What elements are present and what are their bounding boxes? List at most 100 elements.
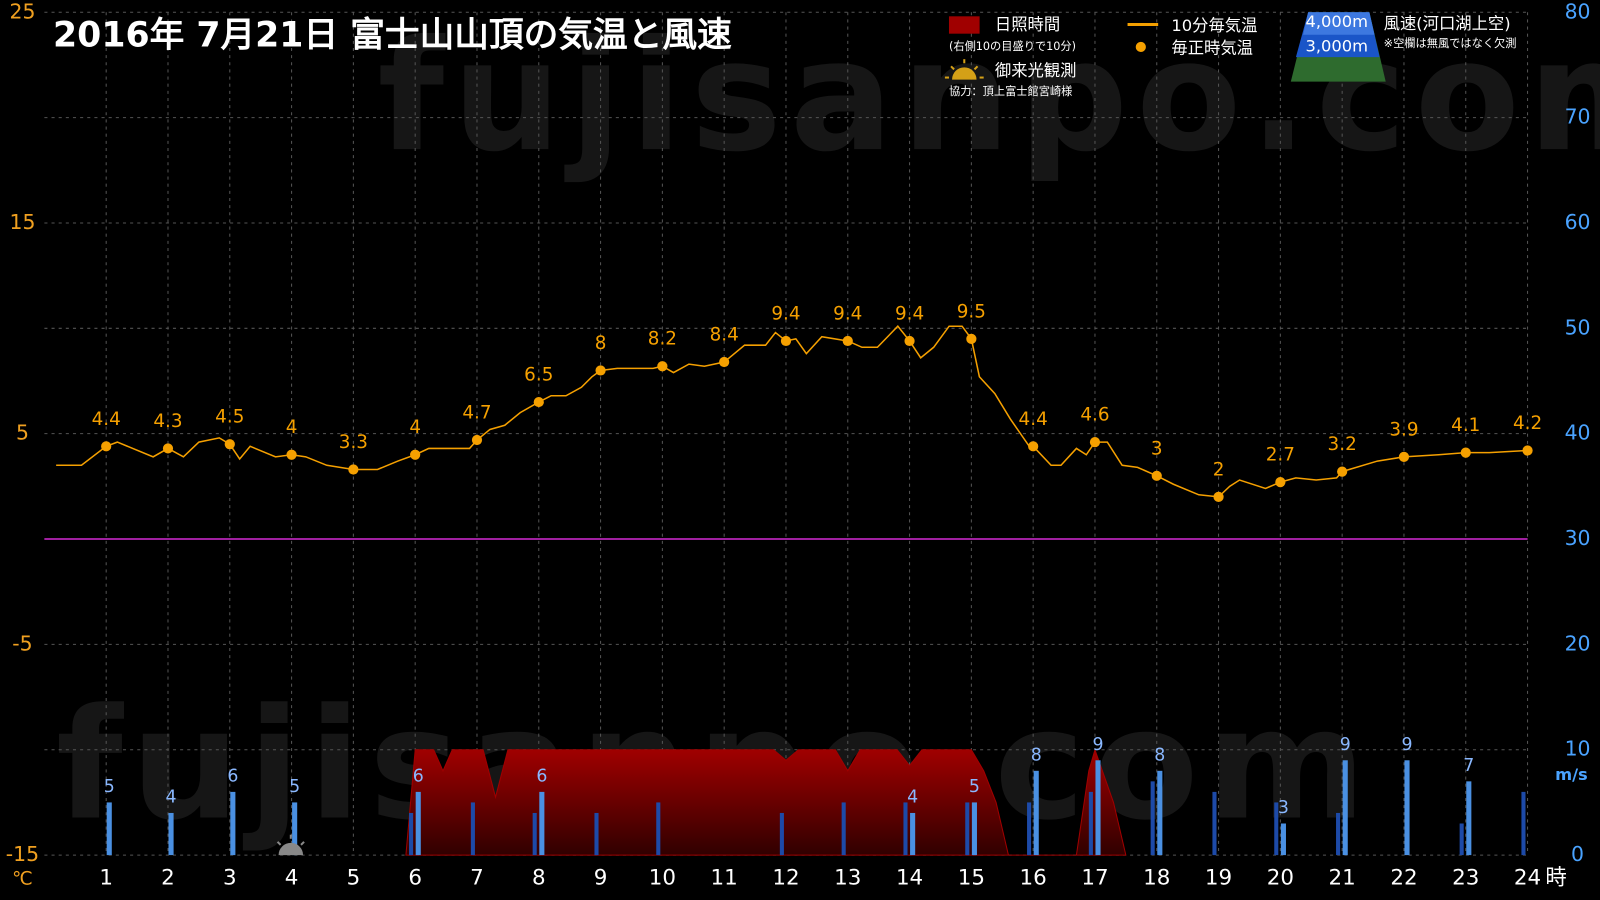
- x-tick-label: 14: [896, 866, 923, 891]
- wind-label: 5: [969, 777, 980, 797]
- x-tick-label: 16: [1020, 866, 1047, 891]
- y2-tick-label: 40: [1565, 421, 1591, 445]
- labels: 1 2 3 4 5 6 7 8 9 10 11 12 13 14 15 16 17 18 19 20 21 22 23 240…: [6, 0, 1591, 891]
- x-tick-label: 19: [1205, 866, 1232, 891]
- wind-bar: [230, 791, 236, 856]
- x-tick-label: 9: [594, 866, 608, 891]
- temperature-point: [162, 443, 174, 454]
- temperature-label: 4.7: [462, 402, 491, 423]
- x-tick-label: 22: [1390, 866, 1417, 891]
- temperature-label: 4: [286, 417, 298, 438]
- wind-bar: [292, 802, 298, 856]
- x-tick-label: 3: [223, 866, 237, 891]
- temperature-point: [410, 449, 421, 460]
- temperature-point: [1337, 466, 1348, 477]
- temperature-label: 4.4: [1019, 409, 1048, 430]
- temperature-point: [533, 396, 544, 408]
- temperature-label: 4.5: [215, 407, 244, 428]
- temperature-point: [101, 441, 112, 452]
- y-tick-label: 25: [9, 0, 35, 23]
- temperature-point: [224, 439, 235, 450]
- temperature-point: [348, 464, 359, 475]
- x-tick-label: 18: [1143, 866, 1170, 891]
- marks: [56, 325, 1533, 856]
- y-tick-label: 15: [9, 210, 35, 234]
- x-unit: 時: [1545, 866, 1566, 891]
- y2-tick-label: 80: [1565, 0, 1591, 23]
- temperature-point: [1028, 441, 1039, 452]
- wind-bar: [1336, 812, 1341, 856]
- wind-bar: [1521, 791, 1526, 856]
- temperature-point: [657, 361, 668, 372]
- temperature-label: 4.1: [1451, 415, 1480, 436]
- temperature-label: 9.4: [771, 303, 800, 324]
- wind-bar: [1274, 802, 1279, 856]
- legend-label: 毎正時気温: [1171, 38, 1253, 57]
- wind-label: 9: [1093, 735, 1104, 755]
- x-tick-label: 23: [1452, 866, 1479, 891]
- wind-bar: [779, 812, 784, 856]
- x-tick-label: 6: [408, 866, 422, 891]
- x-tick-label: 24: [1514, 866, 1541, 891]
- temperature-point: [780, 335, 792, 347]
- temperature-label: 9.4: [895, 303, 924, 324]
- wind-bar: [1157, 770, 1163, 856]
- wind-bar: [910, 812, 916, 856]
- x-tick-label: 12: [772, 866, 799, 891]
- temperature-label: 3.2: [1328, 434, 1357, 455]
- temperature-label: 3.9: [1389, 419, 1418, 440]
- x-tick-label: 13: [834, 866, 861, 891]
- y2-tick-label: 30: [1565, 526, 1591, 550]
- temperature-label: 6.5: [524, 365, 553, 386]
- x-tick-label: 20: [1267, 866, 1294, 891]
- wind-label: 3: [1278, 798, 1289, 818]
- temperature-label: 8.2: [648, 329, 677, 350]
- legend-label: 風速(河口湖上空): [1384, 14, 1511, 33]
- wind-bar: [965, 802, 970, 856]
- wind-bar: [1466, 781, 1472, 856]
- temperature-label: 3.3: [339, 432, 368, 453]
- wind-label: 5: [104, 777, 115, 797]
- sunrise-icon: [276, 834, 305, 856]
- wind-bar: [415, 791, 421, 856]
- wind-bar: [1033, 770, 1039, 856]
- x-tick-label: 10: [649, 866, 676, 891]
- wind-bar: [1150, 781, 1155, 856]
- wind-label: 5: [289, 777, 300, 797]
- wind-label: 9: [1401, 735, 1412, 755]
- temperature-label: 9.5: [957, 301, 986, 322]
- wind-bar: [1404, 760, 1410, 856]
- y2-tick-label: 10: [1565, 737, 1591, 761]
- wind-bar: [470, 802, 475, 856]
- y-unit: ℃: [12, 869, 33, 890]
- sunshine-area: [405, 748, 1127, 856]
- legend-label: 3,000m: [1305, 36, 1368, 55]
- temperature-label: 2.7: [1266, 445, 1295, 466]
- temperature-label: 4.6: [1080, 405, 1109, 426]
- y-tick-label: -5: [12, 631, 32, 655]
- temperature-label: 2: [1213, 459, 1225, 480]
- wind-label: 7: [1463, 756, 1474, 776]
- wind-bar: [841, 802, 846, 856]
- mountain-icon: [1290, 12, 1386, 82]
- x-tick-label: 7: [470, 866, 484, 891]
- wind-label: 6: [536, 767, 547, 787]
- x-tick-label: 17: [1081, 866, 1108, 891]
- temperature-point: [595, 365, 606, 376]
- legend-swatch: [1135, 41, 1146, 53]
- wind-bar: [532, 812, 537, 856]
- wind-bar: [1027, 802, 1032, 856]
- wind-label: 6: [413, 767, 424, 787]
- y2-tick-label: 60: [1565, 210, 1591, 234]
- temperature-point: [719, 356, 730, 368]
- temperature-label: 9.4: [833, 303, 862, 324]
- wind-bar: [168, 812, 174, 856]
- y-tick-label: -15: [6, 842, 39, 866]
- watermarks: fujisanpo.com fujisanpo.com: [56, 8, 1600, 854]
- x-tick-label: 4: [285, 866, 299, 891]
- legend-swatch: [948, 16, 980, 34]
- temperature-point: [286, 449, 297, 460]
- temperature-point: [1460, 447, 1471, 458]
